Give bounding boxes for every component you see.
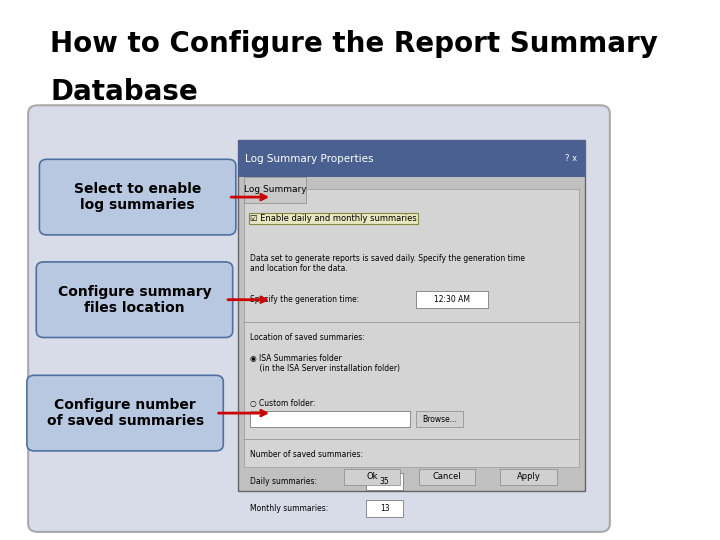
Text: ☑ Enable daily and monthly summaries: ☑ Enable daily and monthly summaries [250, 214, 417, 223]
Text: Configure number
of saved summaries: Configure number of saved summaries [47, 398, 204, 428]
Text: How to Configure the Report Summary: How to Configure the Report Summary [50, 30, 658, 58]
Text: Specify the generation time:: Specify the generation time: [250, 295, 359, 304]
FancyBboxPatch shape [28, 105, 610, 532]
FancyBboxPatch shape [244, 177, 307, 202]
Text: Log Summary Properties: Log Summary Properties [246, 154, 374, 164]
Text: Select to enable
log summaries: Select to enable log summaries [74, 182, 202, 212]
Text: Daily summaries:: Daily summaries: [250, 477, 318, 485]
FancyBboxPatch shape [238, 140, 585, 491]
FancyBboxPatch shape [416, 411, 463, 427]
Text: Monthly summaries:: Monthly summaries: [250, 504, 328, 512]
FancyBboxPatch shape [366, 500, 403, 517]
FancyBboxPatch shape [238, 140, 585, 177]
FancyBboxPatch shape [36, 262, 233, 338]
FancyBboxPatch shape [344, 469, 400, 485]
FancyBboxPatch shape [416, 291, 488, 308]
Text: ◉ ISA Summaries folder
    (in the ISA Server installation folder): ◉ ISA Summaries folder (in the ISA Serve… [250, 354, 400, 373]
Text: 35: 35 [379, 477, 390, 485]
FancyBboxPatch shape [419, 469, 475, 485]
Text: ? x: ? x [565, 154, 577, 163]
FancyArrowPatch shape [228, 297, 266, 302]
Text: Browse...: Browse... [422, 415, 457, 423]
FancyArrowPatch shape [231, 194, 266, 200]
Text: Location of saved summaries:: Location of saved summaries: [250, 333, 365, 342]
FancyBboxPatch shape [27, 375, 223, 451]
Text: ○ Custom folder:: ○ Custom folder: [250, 400, 315, 408]
FancyBboxPatch shape [250, 411, 410, 427]
FancyBboxPatch shape [366, 472, 403, 490]
FancyBboxPatch shape [244, 189, 579, 467]
Text: 12:30 AM: 12:30 AM [434, 295, 470, 304]
Text: Configure summary
files location: Configure summary files location [58, 285, 211, 315]
Text: 13: 13 [380, 504, 390, 512]
Text: Database: Database [50, 78, 198, 106]
Text: Data set to generate reports is saved daily. Specify the generation time
and loc: Data set to generate reports is saved da… [250, 254, 525, 273]
Text: Apply: Apply [516, 472, 541, 481]
FancyBboxPatch shape [40, 159, 236, 235]
FancyArrowPatch shape [219, 410, 266, 416]
Text: Number of saved summaries:: Number of saved summaries: [250, 450, 363, 458]
Text: Ok: Ok [366, 472, 378, 481]
FancyBboxPatch shape [500, 469, 557, 485]
Text: Log Summary: Log Summary [244, 185, 307, 194]
Text: Cancel: Cancel [433, 472, 462, 481]
